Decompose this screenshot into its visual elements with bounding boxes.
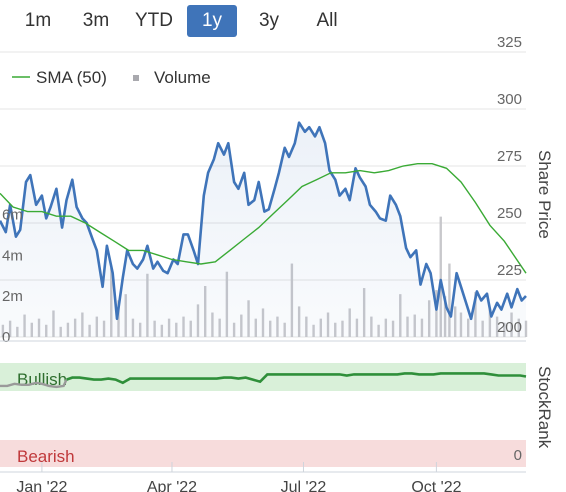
sma-area bbox=[0, 162, 527, 274]
bearish-band bbox=[0, 440, 526, 467]
price-tick-label: 325 bbox=[497, 34, 522, 51]
price-tick-label: 250 bbox=[497, 205, 522, 222]
time-tick-label: Apr '22 bbox=[147, 479, 197, 492]
price-area bbox=[0, 121, 527, 337]
stockrank-line[interactable] bbox=[66, 372, 527, 385]
price-axis: 325 300 275 250 225 200 bbox=[497, 34, 522, 336]
range-1y-button[interactable]: 1y bbox=[187, 5, 237, 37]
price-line[interactable] bbox=[0, 121, 527, 321]
price-area-fill bbox=[0, 122, 526, 337]
price-axis-title: Share Price bbox=[535, 150, 554, 239]
volume-bar bbox=[448, 263, 451, 337]
price-tick-label: 300 bbox=[497, 91, 522, 108]
volume-legend-label[interactable]: Volume bbox=[154, 68, 211, 87]
volume-tick-label: 0 bbox=[2, 329, 10, 346]
time-tick-label: Oct '22 bbox=[411, 479, 461, 492]
range-3y-button[interactable]: 3y bbox=[258, 10, 280, 31]
stockrank-area bbox=[0, 372, 527, 389]
volume-bar bbox=[439, 216, 442, 337]
range-ytd-button[interactable]: YTD bbox=[135, 10, 173, 31]
time-tick-label: Jul '22 bbox=[281, 479, 327, 492]
stockrank-line-neutral[interactable] bbox=[0, 379, 68, 389]
chart-legend: SMA (50) Volume bbox=[12, 68, 211, 87]
stockrank-axis-title: StockRank bbox=[535, 366, 554, 449]
price-tick-label: 225 bbox=[497, 262, 522, 279]
volume-tick-label: 2m bbox=[2, 288, 23, 305]
range-1m-button[interactable]: 1m bbox=[24, 10, 52, 31]
bearish-label: Bearish bbox=[17, 447, 75, 466]
range-3m-button[interactable]: 3m bbox=[82, 10, 110, 31]
stockrank-zero-tick: 0 bbox=[514, 447, 522, 464]
volume-tick-label: 4m bbox=[2, 247, 23, 264]
range-selector: 1m 3m YTD 1y 3y All bbox=[0, 0, 566, 44]
volume-tick-label: 6m bbox=[2, 207, 23, 224]
sma-line[interactable] bbox=[0, 162, 527, 274]
time-axis: Jan '22 Apr '22 Jul '22 Oct '22 bbox=[0, 340, 526, 492]
time-tick-label: Jan '22 bbox=[16, 479, 67, 492]
volume-legend-swatch bbox=[133, 75, 139, 81]
volume-axis: 6m 4m 2m 0 bbox=[2, 207, 23, 346]
range-all-button[interactable]: All bbox=[316, 10, 338, 31]
sma-legend-label[interactable]: SMA (50) bbox=[36, 68, 107, 87]
price-tick-label: 275 bbox=[497, 148, 522, 165]
price-tick-label: 200 bbox=[497, 319, 522, 336]
